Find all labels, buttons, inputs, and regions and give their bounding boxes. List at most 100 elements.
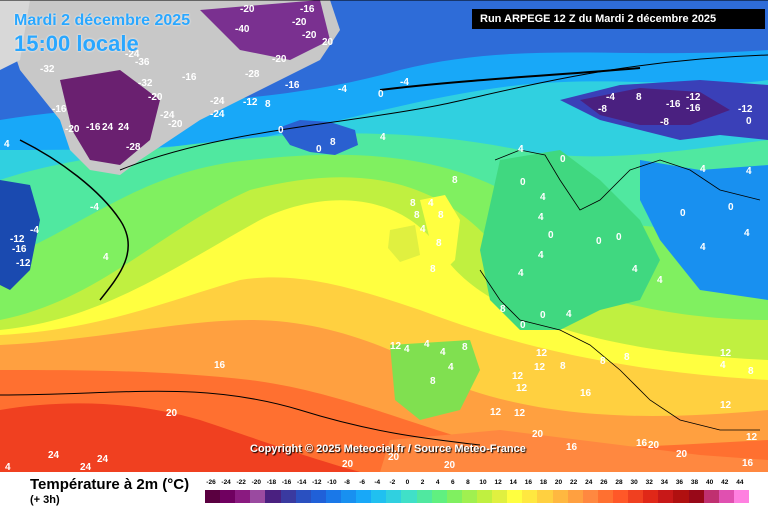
temperature-label: -24: [125, 49, 140, 60]
scale-swatch: [205, 490, 221, 503]
scale-swatch: [461, 490, 477, 503]
temperature-label: 8: [560, 361, 566, 372]
scale-swatch: [522, 490, 538, 503]
temperature-label: 8: [452, 175, 458, 186]
temperature-label: -12: [686, 92, 701, 103]
scale-label: 40: [706, 479, 714, 486]
temperature-label: -12: [243, 97, 258, 108]
isotherm-line: [119, 54, 768, 171]
temperature-label: -20: [168, 119, 183, 130]
forecast-date: Mardi 2 décembre 2025: [14, 12, 191, 29]
temperature-label: 8: [430, 376, 436, 387]
temperature-label: 24: [48, 450, 60, 461]
zone-24: [0, 403, 360, 472]
temperature-label: -24: [210, 96, 225, 107]
temperature-label: 0: [680, 208, 686, 219]
temperature-label: 4: [746, 166, 752, 177]
scale-label: -2: [389, 479, 396, 486]
temperature-label: 12: [720, 400, 732, 411]
scale-label: 6: [450, 479, 455, 486]
scale-swatch: [582, 490, 598, 503]
scale-label: -24: [221, 479, 231, 486]
temperature-label: 20: [676, 449, 688, 460]
forecast-time: 15:00 locale: [14, 31, 139, 56]
scale-swatch: [673, 490, 689, 503]
temperature-label: -12: [10, 234, 25, 245]
temperature-label: 16: [214, 360, 226, 371]
scale-swatch: [416, 490, 432, 503]
scale-label: 4: [435, 479, 440, 486]
scale-swatch: [220, 490, 236, 503]
temperature-label: 24: [102, 122, 114, 133]
scale-label: 8: [466, 479, 470, 486]
temperature-label: 4: [700, 242, 706, 253]
scale-label: 20: [554, 479, 563, 486]
scale-label: 36: [675, 479, 684, 486]
scale-label: -26: [206, 479, 216, 486]
temperature-label: 16: [566, 442, 578, 453]
scale-label: 32: [645, 479, 653, 486]
temperature-label: -4: [30, 225, 39, 236]
scale-label: 28: [615, 479, 623, 486]
temperature-label: 24: [97, 454, 109, 465]
map-canvas: -20 -16-20-40-2020-32-24-36-16-32-20-28-2…: [0, 0, 768, 472]
scale-label: -22: [236, 479, 246, 486]
isotherm-line: [379, 67, 641, 91]
greenland-cold-core: [60, 70, 160, 165]
temperature-label: 0: [746, 116, 752, 127]
temperature-label: -20: [272, 54, 287, 65]
temperature-label: 12: [512, 371, 524, 382]
scale-swatch: [567, 490, 583, 503]
temperature-label: 20: [388, 452, 400, 463]
temperature-label: -16: [52, 104, 67, 115]
temperature-label: -4: [606, 92, 615, 103]
temperature-label: -20: [240, 4, 255, 15]
temperature-label: 20: [648, 440, 660, 451]
temperature-label: 8: [636, 92, 642, 103]
scale-label: -10: [327, 479, 337, 486]
scale-label: 22: [570, 479, 578, 486]
temperature-label: 4: [744, 228, 750, 239]
scale-swatch: [371, 490, 387, 503]
iberia: [390, 340, 480, 420]
coastline: [479, 269, 760, 431]
temperature-label: -16: [300, 4, 315, 15]
scale-label: 2: [420, 479, 425, 486]
scale-label: 42: [721, 479, 729, 486]
temperature-label: -8: [660, 117, 669, 128]
temperature-label: 8: [462, 342, 468, 353]
temperature-label: -16: [12, 244, 27, 255]
scale-label: 0: [405, 479, 410, 486]
scale-swatch: [325, 490, 341, 503]
scale-swatch: [658, 490, 674, 503]
legend-step: (+ 3h): [30, 494, 60, 506]
temperature-label: -20: [148, 92, 163, 103]
temperature-label: 12: [490, 407, 502, 418]
temperature-label: 4: [428, 198, 434, 209]
scale-label: 26: [600, 479, 608, 486]
isotherm-line: [19, 139, 129, 301]
temperature-label: 4: [700, 164, 706, 175]
temperature-label: -36: [135, 57, 150, 68]
temperature-label: 0: [378, 89, 384, 100]
temperature-label: 16: [636, 438, 648, 449]
scale-label: 12: [494, 479, 502, 486]
temperature-label: 16: [580, 388, 592, 399]
temperature-label: -16: [666, 99, 681, 110]
scale-swatch: [265, 490, 281, 503]
labrador-cold: [0, 180, 40, 290]
temperature-label: 24: [118, 122, 130, 133]
temperature-label: 20: [532, 429, 544, 440]
temperature-label: 4: [440, 347, 446, 358]
scale-swatch: [703, 490, 719, 503]
scale-label: -8: [344, 479, 350, 486]
scale-swatch: [733, 490, 749, 503]
temperature-label: -20: [65, 124, 80, 135]
scale-label: 16: [524, 479, 532, 486]
ellesmere-ice: [0, 0, 30, 70]
temperature-label: 8: [438, 210, 444, 221]
temperature-label: 4: [404, 344, 410, 355]
temperature-label: -28: [126, 142, 141, 153]
coastline: [494, 149, 761, 211]
temperature-label: 12: [720, 348, 732, 359]
